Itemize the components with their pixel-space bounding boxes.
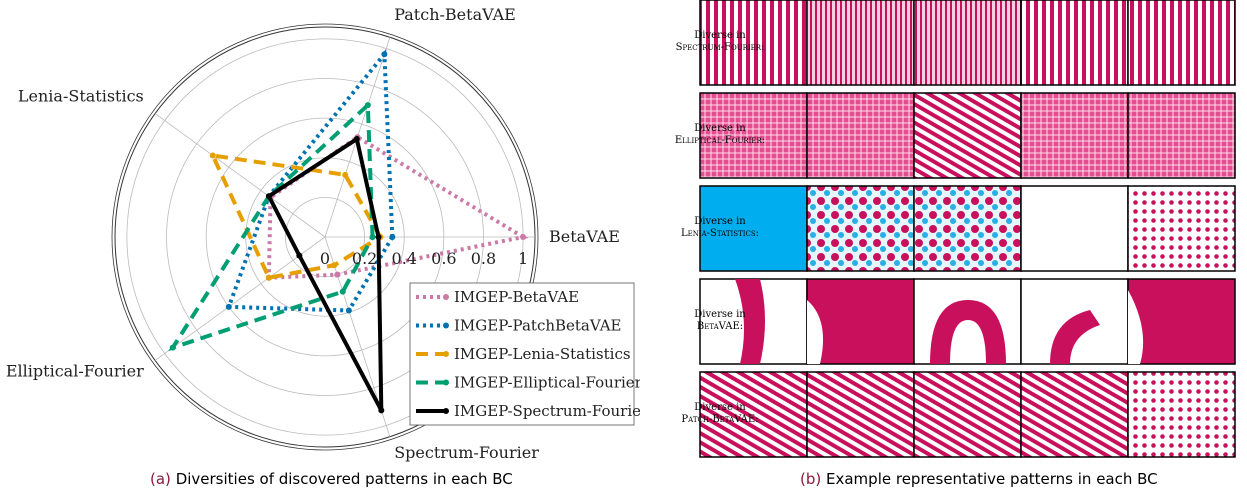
series-line [168, 100, 375, 352]
row-label-bc: Patch-BetaVAE: [681, 414, 759, 425]
marker [331, 262, 338, 269]
row-label-line: Diverse in [694, 216, 746, 227]
axis-label: BetaVAE [549, 227, 620, 246]
series-line [226, 48, 395, 313]
caption-label: (a) [150, 470, 171, 488]
r-tick-label: 0.8 [471, 249, 496, 268]
r-tick-label: 0 [320, 249, 330, 268]
outer-frame [111, 23, 539, 451]
axis-label: Spectrum-Fourier [394, 443, 539, 462]
axis-label: Lenia-Statistics [18, 86, 144, 105]
marker [334, 271, 341, 278]
series-line [209, 152, 384, 281]
legend-marker [443, 408, 449, 414]
legend-label: IMGEP-Spectrum-Fourier [454, 402, 640, 420]
r-tick-label: 1 [518, 249, 528, 268]
row-label-bc: BetaVAE: [696, 321, 744, 332]
marker [375, 234, 382, 240]
legend-label: IMGEP-Elliptical-Fourier [454, 374, 640, 392]
marker [342, 171, 349, 178]
marker [265, 274, 272, 281]
r-tick-label: 0.6 [431, 249, 456, 268]
row-label: Diverse in Patch-BetaVAE: [640, 402, 800, 426]
marker [265, 193, 272, 200]
legend-marker [443, 379, 449, 386]
row-label: Diverse in Spectrum-Fourier: [640, 30, 800, 54]
row-label: Diverse in BetaVAE: [640, 309, 800, 333]
blob-shapes [735, 279, 1144, 364]
caption: (b) Example representative patterns in e… [800, 470, 1158, 488]
legend-marker [443, 294, 449, 300]
axis-label: Elliptical-Fourier [6, 362, 144, 381]
caption-text: Example representative patterns in each … [826, 470, 1158, 488]
row-label-line: Diverse in [694, 309, 746, 320]
row-label-bc: Spectrum-Fourier: [675, 42, 765, 53]
series-line [266, 135, 384, 412]
legend-label: IMGEP-BetaVAE [454, 288, 579, 306]
marker [364, 102, 371, 109]
row-label: Diverse in Lenia-Statistics: [640, 216, 800, 240]
marker [225, 303, 232, 310]
r-tick-label: 0.2 [352, 249, 377, 268]
spoke [154, 113, 326, 238]
spoke [154, 236, 326, 361]
legend-label: IMGEP-Lenia-Statistics [454, 345, 631, 363]
marker [520, 234, 527, 240]
row-label-bc: Elliptical-Fourier: [674, 135, 766, 146]
marker [353, 136, 360, 143]
row-label-line: Diverse in [694, 123, 746, 134]
marker [381, 51, 388, 58]
series-line [266, 134, 529, 280]
row-label-line: Diverse in [694, 30, 746, 41]
pattern-grid [699, 0, 1236, 458]
caption: (a) Diversities of discovered patterns i… [150, 470, 513, 488]
r-tick-label: 0.4 [392, 249, 417, 268]
caption-text: Diversities of discovered patterns in ea… [175, 470, 513, 488]
marker [369, 234, 376, 240]
legend-marker [443, 322, 449, 329]
marker [345, 307, 352, 314]
row-label: Diverse in Elliptical-Fourier: [640, 123, 800, 147]
marker [169, 344, 176, 351]
row-label-line: Diverse in [694, 402, 746, 413]
pattern-images [699, 0, 1236, 458]
axis-label: Patch-BetaVAE [394, 5, 516, 24]
caption-label: (b) [800, 470, 822, 488]
legend-label: IMGEP-PatchBetaVAE [454, 317, 621, 335]
marker [339, 288, 346, 295]
radar-chart: BetaVAE Patch-BetaVAE Lenia-Statistics Elli… [6, 5, 640, 462]
marker [378, 407, 385, 414]
marker [209, 152, 216, 159]
row-label-bc: Lenia-Statistics: [680, 228, 760, 239]
marker [389, 234, 396, 240]
marker [296, 252, 303, 259]
legend-marker [443, 351, 449, 357]
